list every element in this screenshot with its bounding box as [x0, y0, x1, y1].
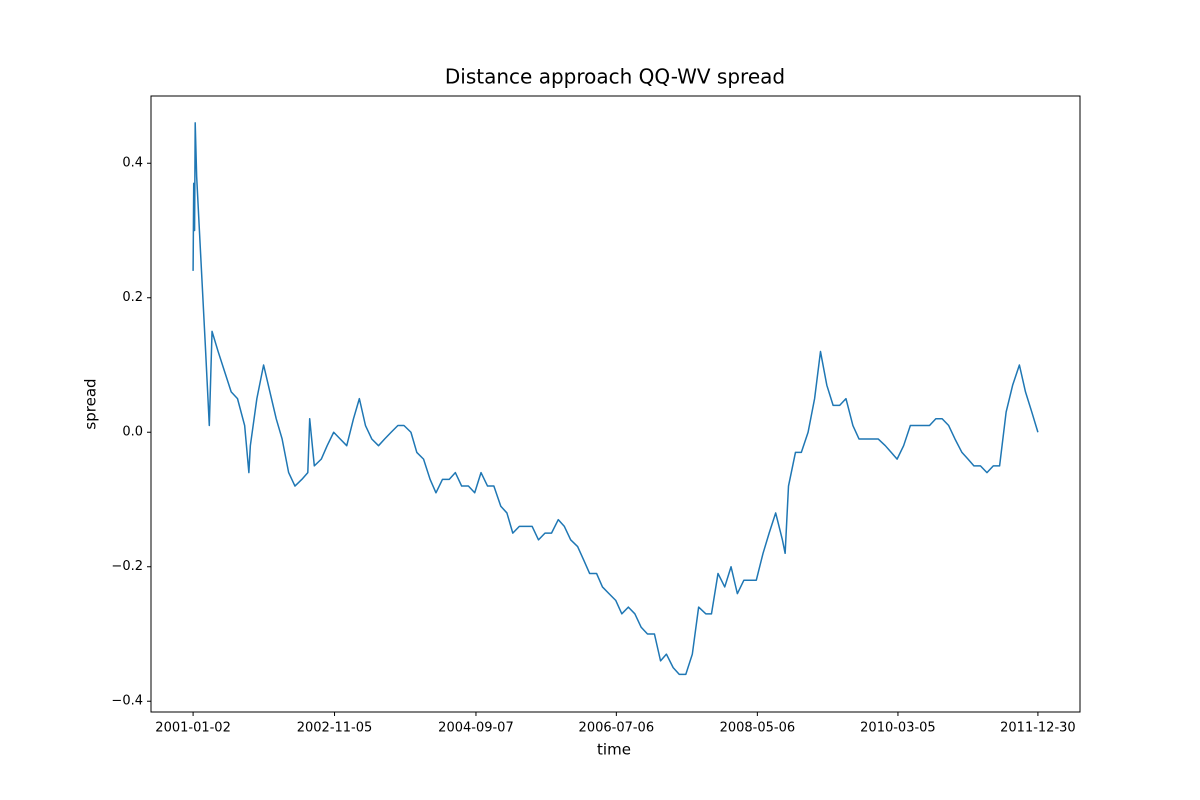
y-tick-label: 0.2	[122, 290, 143, 305]
x-tick-label: 2001-01-02	[155, 721, 231, 736]
plot-frame	[150, 95, 1081, 713]
x-tick-label: 2006-07-06	[579, 721, 655, 736]
x-tick-label: 2010-03-05	[860, 721, 936, 736]
series-line	[192, 122, 1039, 676]
chart-title: Distance approach QQ-WV spread	[445, 65, 785, 89]
y-tick-label: −0.2	[111, 559, 143, 574]
x-axis-label: time	[597, 741, 631, 759]
x-tick-label: 2011-12-30	[1000, 721, 1076, 736]
x-tick-label: 2004-09-07	[438, 721, 514, 736]
x-tick-label: 2008-05-06	[720, 721, 796, 736]
y-tick-label: 0.0	[122, 425, 143, 440]
y-tick-label: −0.4	[111, 694, 143, 709]
x-tick-label: 2002-11-05	[297, 721, 373, 736]
y-tick-label: 0.4	[122, 156, 143, 171]
y-axis-label: spread	[82, 378, 100, 429]
